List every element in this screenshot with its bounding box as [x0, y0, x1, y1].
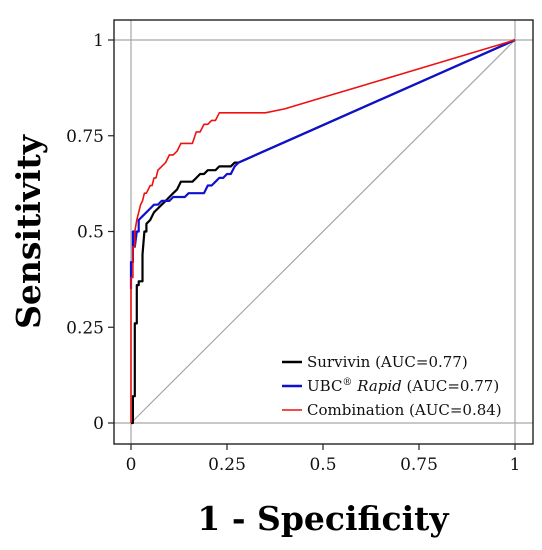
- roc-curve-1: [129, 38, 516, 289]
- x-axis-title: 1 - Specificity: [197, 499, 449, 538]
- legend-label-1: UBC® Rapid (AUC=0.77): [307, 377, 499, 395]
- y-tick-label-0: 0: [93, 414, 104, 434]
- series-layer: [129, 38, 516, 425]
- diagonal-reference-line: [130, 39, 516, 424]
- y-tick-label-2: 0.5: [77, 223, 104, 243]
- y-tick-label-1: 0.25: [66, 318, 104, 338]
- roc-curve-0: [131, 38, 516, 425]
- x-tick-label-3: 0.75: [400, 455, 438, 475]
- legend-label-0: Survivin (AUC=0.77): [307, 353, 468, 371]
- y-axis-title: Sensitivity: [9, 134, 48, 329]
- legend-label-2: Combination (AUC=0.84): [307, 401, 502, 419]
- y-axis-ticks: 0 0.25 0.5 0.75 1: [66, 31, 114, 434]
- x-tick-label-4: 1: [510, 455, 521, 475]
- x-tick-label-1: 0.25: [208, 455, 246, 475]
- legend: Survivin (AUC=0.77) UBC® Rapid (AUC=0.77)…: [282, 353, 502, 419]
- y-tick-label-3: 0.75: [66, 127, 104, 147]
- y-tick-label-4: 1: [93, 31, 104, 51]
- x-axis-ticks: 0 0.25 0.5 0.75 1: [126, 444, 521, 475]
- x-tick-label-2: 0.5: [309, 455, 336, 475]
- x-tick-label-0: 0: [126, 455, 137, 475]
- roc-curve-2: [130, 39, 516, 423]
